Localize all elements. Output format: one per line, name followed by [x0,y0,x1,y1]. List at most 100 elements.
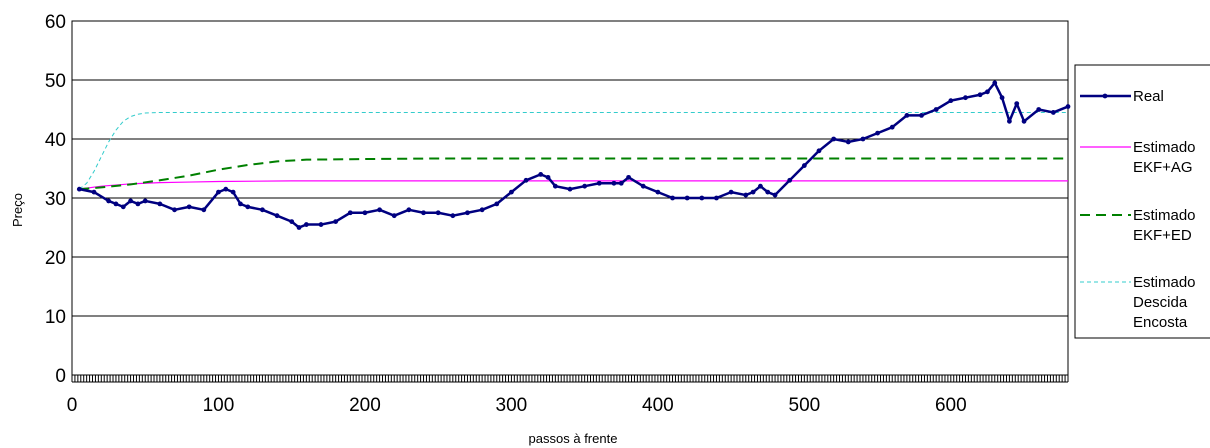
series-line-0 [79,81,1069,229]
real-point [743,192,749,198]
real-point [223,186,229,192]
real-point [238,201,243,207]
real-point [91,189,97,195]
y-tick-label: 10 [45,307,66,328]
real-point [640,183,646,189]
real-point [831,136,837,142]
y-tick-label: 0 [55,366,66,387]
real-point [318,222,324,227]
real-point [538,172,544,177]
real-point [582,183,588,189]
series-line-2 [79,157,1068,191]
real-point [948,98,954,104]
real-point [201,207,207,213]
real-point [230,189,236,195]
y-tick-label: 50 [45,71,66,92]
series-lines [76,80,1071,230]
real-point [377,207,382,213]
real-point [120,204,126,210]
real-point [992,80,998,86]
real-point [626,174,631,180]
real-point [333,219,339,225]
real-point [889,124,895,130]
x-tick-label: 0 [67,395,78,416]
real-point [296,225,302,230]
real-point [772,192,778,198]
real-point [750,189,756,195]
y-axis-title: Preço [10,193,25,227]
real-point [1007,118,1012,124]
real-point [567,186,573,192]
real-point [128,198,133,204]
real-point [699,195,705,201]
real-point [728,189,734,195]
legend-box [1074,64,1210,339]
x-tick-label: 600 [935,395,967,416]
real-point [552,183,558,189]
real-point [919,113,924,118]
real-point [435,210,441,216]
legend-label: Descida [1133,294,1188,311]
x-axis-labels: 0 100 200 300 400 500 600 [67,395,967,416]
legend-label: EKF+AG [1133,159,1193,176]
real-point [1065,104,1071,109]
real-point [875,130,880,136]
real-point [509,189,514,195]
real-point [421,210,426,216]
real-point [135,201,141,207]
x-tick-label: 200 [349,395,381,416]
real-point [801,163,807,168]
real-point [1050,110,1056,115]
real-point [816,148,822,154]
x-axis-title: passos à frente [529,431,618,446]
real-point [303,222,309,227]
legend-label: Estimado [1133,207,1196,224]
legend-label: Encosta [1133,314,1188,331]
real-point [765,189,771,195]
real-point [142,198,148,204]
real-point [76,186,82,192]
real-point [618,180,624,186]
real-point [172,207,177,213]
real-point [479,207,485,213]
real-point [977,92,983,98]
real-point [216,189,221,195]
y-axis-labels: 0 10 20 30 40 50 60 [45,12,66,387]
real-point [186,204,192,210]
real-point [523,177,529,183]
real-point [106,198,112,204]
legend-label: Estimado [1133,274,1196,291]
real-point [274,213,280,219]
real-point [450,213,456,219]
x-tick-label: 500 [789,395,821,416]
x-axis-ticks [71,375,1069,383]
real-point [714,195,719,201]
legend-label: Real [1133,88,1164,105]
real-point [465,210,470,216]
x-tick-marks [71,375,1069,382]
y-tick-label: 30 [45,189,66,210]
real-point [113,201,119,207]
real-point [611,180,617,186]
real-point [289,219,295,225]
y-tick-label: 40 [45,130,66,151]
real-point [684,195,690,201]
legend-marker [1102,93,1108,99]
legend: Real Estimado EKF+AG Estimado EKF+ED Estimado… [1074,64,1210,339]
real-point [845,139,851,145]
real-point [758,183,763,189]
x-tick-label: 300 [496,395,528,416]
series-line-1 [79,180,1068,190]
real-point [245,204,251,210]
series-line-3 [79,111,1068,190]
y-tick-label: 20 [45,248,66,269]
real-point [787,177,793,183]
real-point [260,207,265,213]
real-point [655,189,661,195]
real-point [963,95,968,101]
real-point [670,195,675,201]
legend-label: Estimado [1133,139,1196,156]
x-tick-label: 100 [203,395,235,416]
y-tick-label: 60 [45,12,66,33]
